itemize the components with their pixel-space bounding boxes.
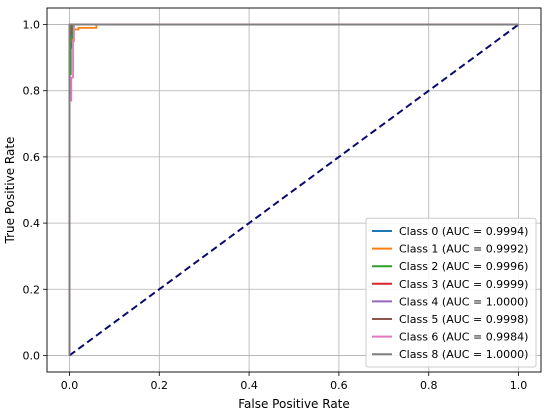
- x-tick-label: 0.8: [420, 379, 438, 392]
- diagonal-reference-line: [68, 23, 520, 357]
- legend-box: [365, 217, 537, 368]
- y-tick-label: 0.4: [23, 217, 41, 230]
- x-tick-label: 0.6: [330, 379, 348, 392]
- x-tick-label: 0.4: [240, 379, 258, 392]
- legend-entry-label: Class 1 (AUC = 0.9992): [399, 243, 528, 256]
- plot-frame: [46, 7, 542, 373]
- y-tick-label: 0.0: [23, 349, 41, 362]
- x-axis-label: False Positive Rate: [238, 397, 350, 411]
- legend-entry-label: Class 6 (AUC = 0.9984): [399, 331, 528, 344]
- y-axis-label: True Positive Rate: [3, 137, 17, 245]
- legend: Class 0 (AUC = 0.9994) Class 1 (AUC = 0.9…: [365, 217, 537, 368]
- legend-entry-label: Class 8 (AUC = 1.0000): [399, 348, 528, 361]
- y-tick-label: 0.2: [23, 283, 41, 296]
- series-layer: [68, 23, 520, 357]
- ticks: 0.0 0.2 0.4 0.6 0.8 1.0 0.0 0.2 0.4 0.6 0.8 1.0: [23, 19, 528, 392]
- legend-entry-label: Class 4 (AUC = 1.0000): [399, 295, 528, 308]
- legend-entry-label: Class 5 (AUC = 0.9998): [399, 313, 528, 326]
- roc-curve-class-7: [68, 23, 519, 356]
- legend-entry-label: Class 3 (AUC = 0.9999): [399, 278, 528, 291]
- x-tick-label: 0.2: [151, 379, 169, 392]
- x-tick-label: 1.0: [510, 379, 528, 392]
- y-tick-label: 0.8: [23, 85, 41, 98]
- y-tick-label: 1.0: [23, 19, 41, 32]
- y-tick-label: 0.6: [23, 151, 41, 164]
- legend-entry-label: Class 2 (AUC = 0.9996): [399, 260, 528, 273]
- x-tick-label: 0.0: [61, 379, 79, 392]
- legend-entry-label: Class 0 (AUC = 0.9994): [399, 225, 528, 238]
- grid: [47, 8, 541, 372]
